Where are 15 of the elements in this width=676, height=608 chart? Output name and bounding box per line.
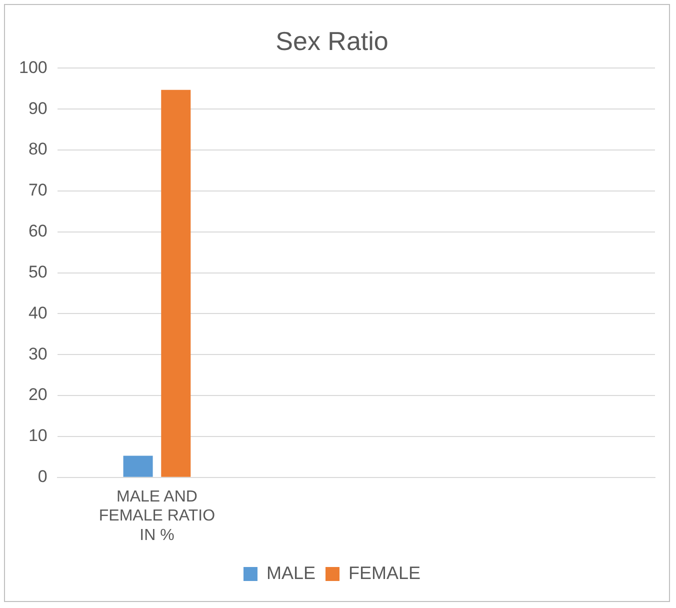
y-tick-label: 0 xyxy=(38,467,48,486)
chart-title: Sex Ratio xyxy=(276,26,388,56)
y-tick-label: 70 xyxy=(28,180,48,200)
y-tick-label: 60 xyxy=(28,222,48,241)
y-tick-label: 10 xyxy=(28,426,48,446)
y-tick-label: 100 xyxy=(18,58,48,77)
y-tick-label: 20 xyxy=(28,385,48,404)
y-tick-label: 40 xyxy=(28,303,48,322)
y-tick-label: 80 xyxy=(28,140,48,159)
legend-label: MALE xyxy=(266,562,316,583)
legend-label: FEMALE xyxy=(348,562,421,583)
x-tick-label: MALE AND FEMALE RATIO IN % xyxy=(98,488,216,544)
y-tick-label: 50 xyxy=(28,262,48,282)
y-tick-label: 90 xyxy=(28,98,48,118)
y-tick-label: 30 xyxy=(28,344,48,364)
